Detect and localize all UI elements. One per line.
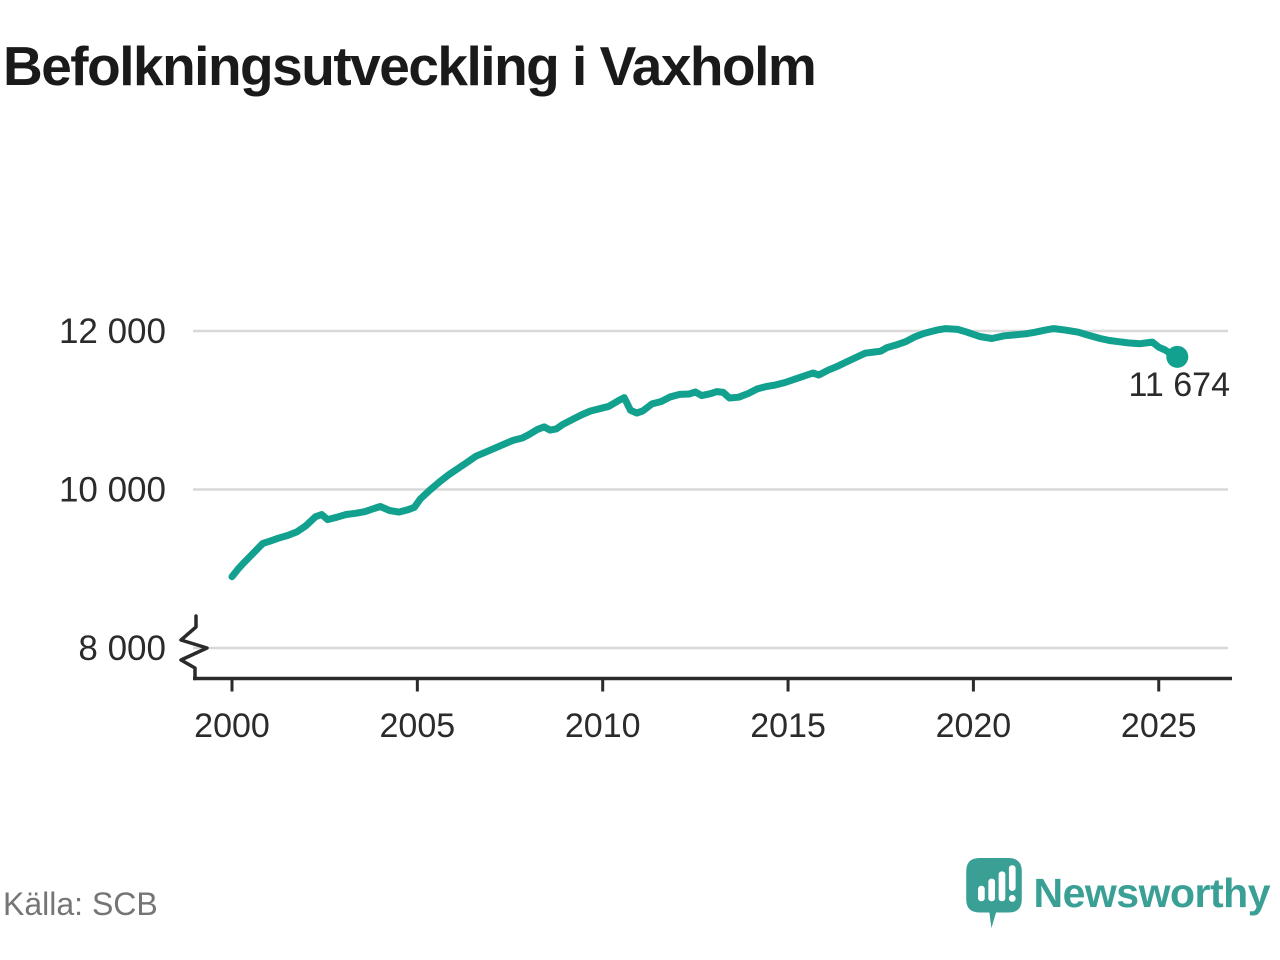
y-tick-label-8000: 8 000 [78, 629, 166, 668]
logo-bar-medium [987, 878, 995, 902]
logo-bar-large [998, 871, 1005, 902]
axis-break-group [179, 614, 209, 681]
population-line [228, 325, 1181, 581]
x-tick-label-2015: 2015 [750, 707, 826, 745]
logo-exclamation-bar [1008, 865, 1016, 891]
x-tick-label-2000: 2000 [194, 707, 270, 745]
x-tick-label-2020: 2020 [936, 707, 1012, 745]
x-tick-label-2010: 2010 [565, 707, 641, 745]
gridlines-group [193, 329, 1228, 650]
y-tick-label-12000: 12 000 [59, 312, 166, 351]
x-tick-label-2025: 2025 [1121, 707, 1197, 745]
logo-bar-small [977, 885, 985, 902]
x-tick-label-2005: 2005 [380, 707, 456, 745]
newsworthy-logo: Newsworthy [965, 856, 1271, 930]
series-end-value-label: 11 674 [1129, 366, 1230, 404]
brand-wordmark: Newsworthy [1033, 869, 1271, 916]
y-axis-labels-group: 8 000 10 000 12 000 [59, 312, 166, 668]
y-tick-label-10000: 10 000 [59, 471, 166, 510]
x-axis-group: 2000 2005 2010 2015 2020 2025 [193, 676, 1232, 745]
source-label: Källa: SCB [3, 886, 158, 922]
newsworthy-speech-bubble-bar-chart-icon [965, 858, 1022, 928]
series-group: 11 674 [228, 325, 1230, 581]
logo-exclamation-dot [1008, 895, 1016, 902]
chart-title: Befolkningsutveckling i Vaxholm [3, 35, 817, 97]
series-end-dot [1166, 345, 1189, 368]
axis-break-zigzag [179, 614, 209, 681]
